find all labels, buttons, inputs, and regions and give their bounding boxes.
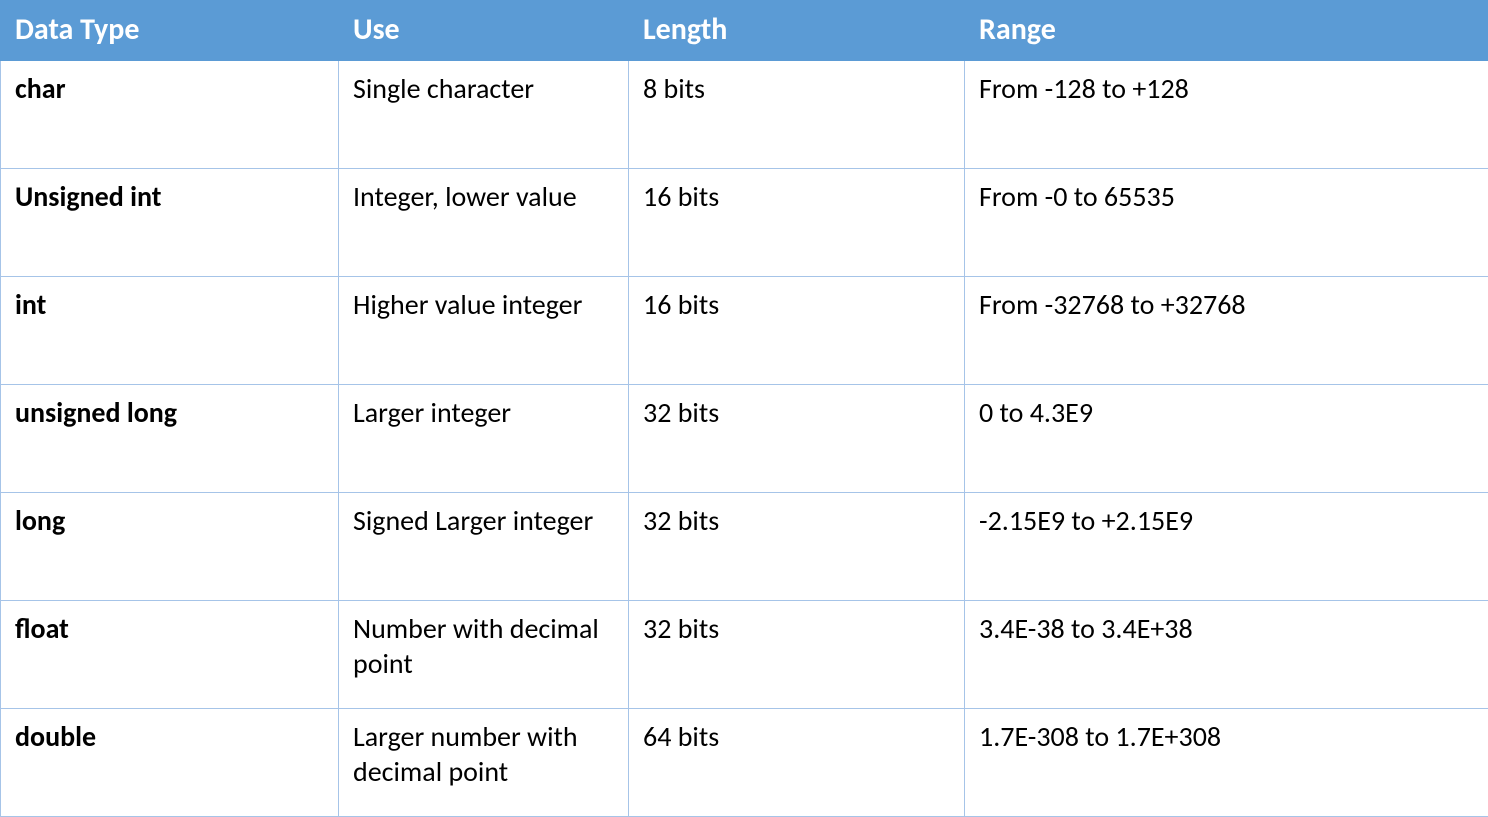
cell-use: Larger integer xyxy=(339,385,629,493)
table-row: Unsigned int Integer, lower value 16 bit… xyxy=(1,169,1488,277)
header-use: Use xyxy=(339,1,629,61)
header-length: Length xyxy=(629,1,965,61)
cell-data-type: int xyxy=(1,277,339,385)
cell-length: 8 bits xyxy=(629,61,965,169)
cell-data-type: Unsigned int xyxy=(1,169,339,277)
cell-range: From -0 to 65535 xyxy=(965,169,1488,277)
table-row: unsigned long Larger integer 32 bits 0 t… xyxy=(1,385,1488,493)
cell-use: Higher value integer xyxy=(339,277,629,385)
header-row: Data Type Use Length Range xyxy=(1,1,1488,61)
cell-range: 3.4E-38 to 3.4E+38 xyxy=(965,601,1488,709)
cell-range: 0 to 4.3E9 xyxy=(965,385,1488,493)
cell-use: Integer, lower value xyxy=(339,169,629,277)
table-row: int Higher value integer 16 bits From -3… xyxy=(1,277,1488,385)
cell-data-type: float xyxy=(1,601,339,709)
cell-length: 64 bits xyxy=(629,709,965,817)
cell-use: Single character xyxy=(339,61,629,169)
data-types-table-container: Data Type Use Length Range char Single c… xyxy=(0,0,1488,817)
cell-length: 16 bits xyxy=(629,277,965,385)
cell-data-type: long xyxy=(1,493,339,601)
header-range: Range xyxy=(965,1,1488,61)
cell-use: Signed Larger integer xyxy=(339,493,629,601)
table-body: char Single character 8 bits From -128 t… xyxy=(1,61,1488,817)
table-row: double Larger number with decimal point … xyxy=(1,709,1488,817)
cell-length: 32 bits xyxy=(629,601,965,709)
cell-data-type: unsigned long xyxy=(1,385,339,493)
cell-data-type: double xyxy=(1,709,339,817)
table-head: Data Type Use Length Range xyxy=(1,1,1488,61)
header-data-type: Data Type xyxy=(1,1,339,61)
cell-length: 16 bits xyxy=(629,169,965,277)
cell-data-type: char xyxy=(1,61,339,169)
table-row: float Number with decimal point 32 bits … xyxy=(1,601,1488,709)
cell-use: Number with decimal point xyxy=(339,601,629,709)
table-row: long Signed Larger integer 32 bits -2.15… xyxy=(1,493,1488,601)
table-row: char Single character 8 bits From -128 t… xyxy=(1,61,1488,169)
cell-length: 32 bits xyxy=(629,385,965,493)
data-types-table: Data Type Use Length Range char Single c… xyxy=(0,0,1488,817)
cell-range: -2.15E9 to +2.15E9 xyxy=(965,493,1488,601)
cell-range: From -128 to +128 xyxy=(965,61,1488,169)
cell-range: 1.7E-308 to 1.7E+308 xyxy=(965,709,1488,817)
cell-range: From -32768 to +32768 xyxy=(965,277,1488,385)
cell-length: 32 bits xyxy=(629,493,965,601)
cell-use: Larger number with decimal point xyxy=(339,709,629,817)
